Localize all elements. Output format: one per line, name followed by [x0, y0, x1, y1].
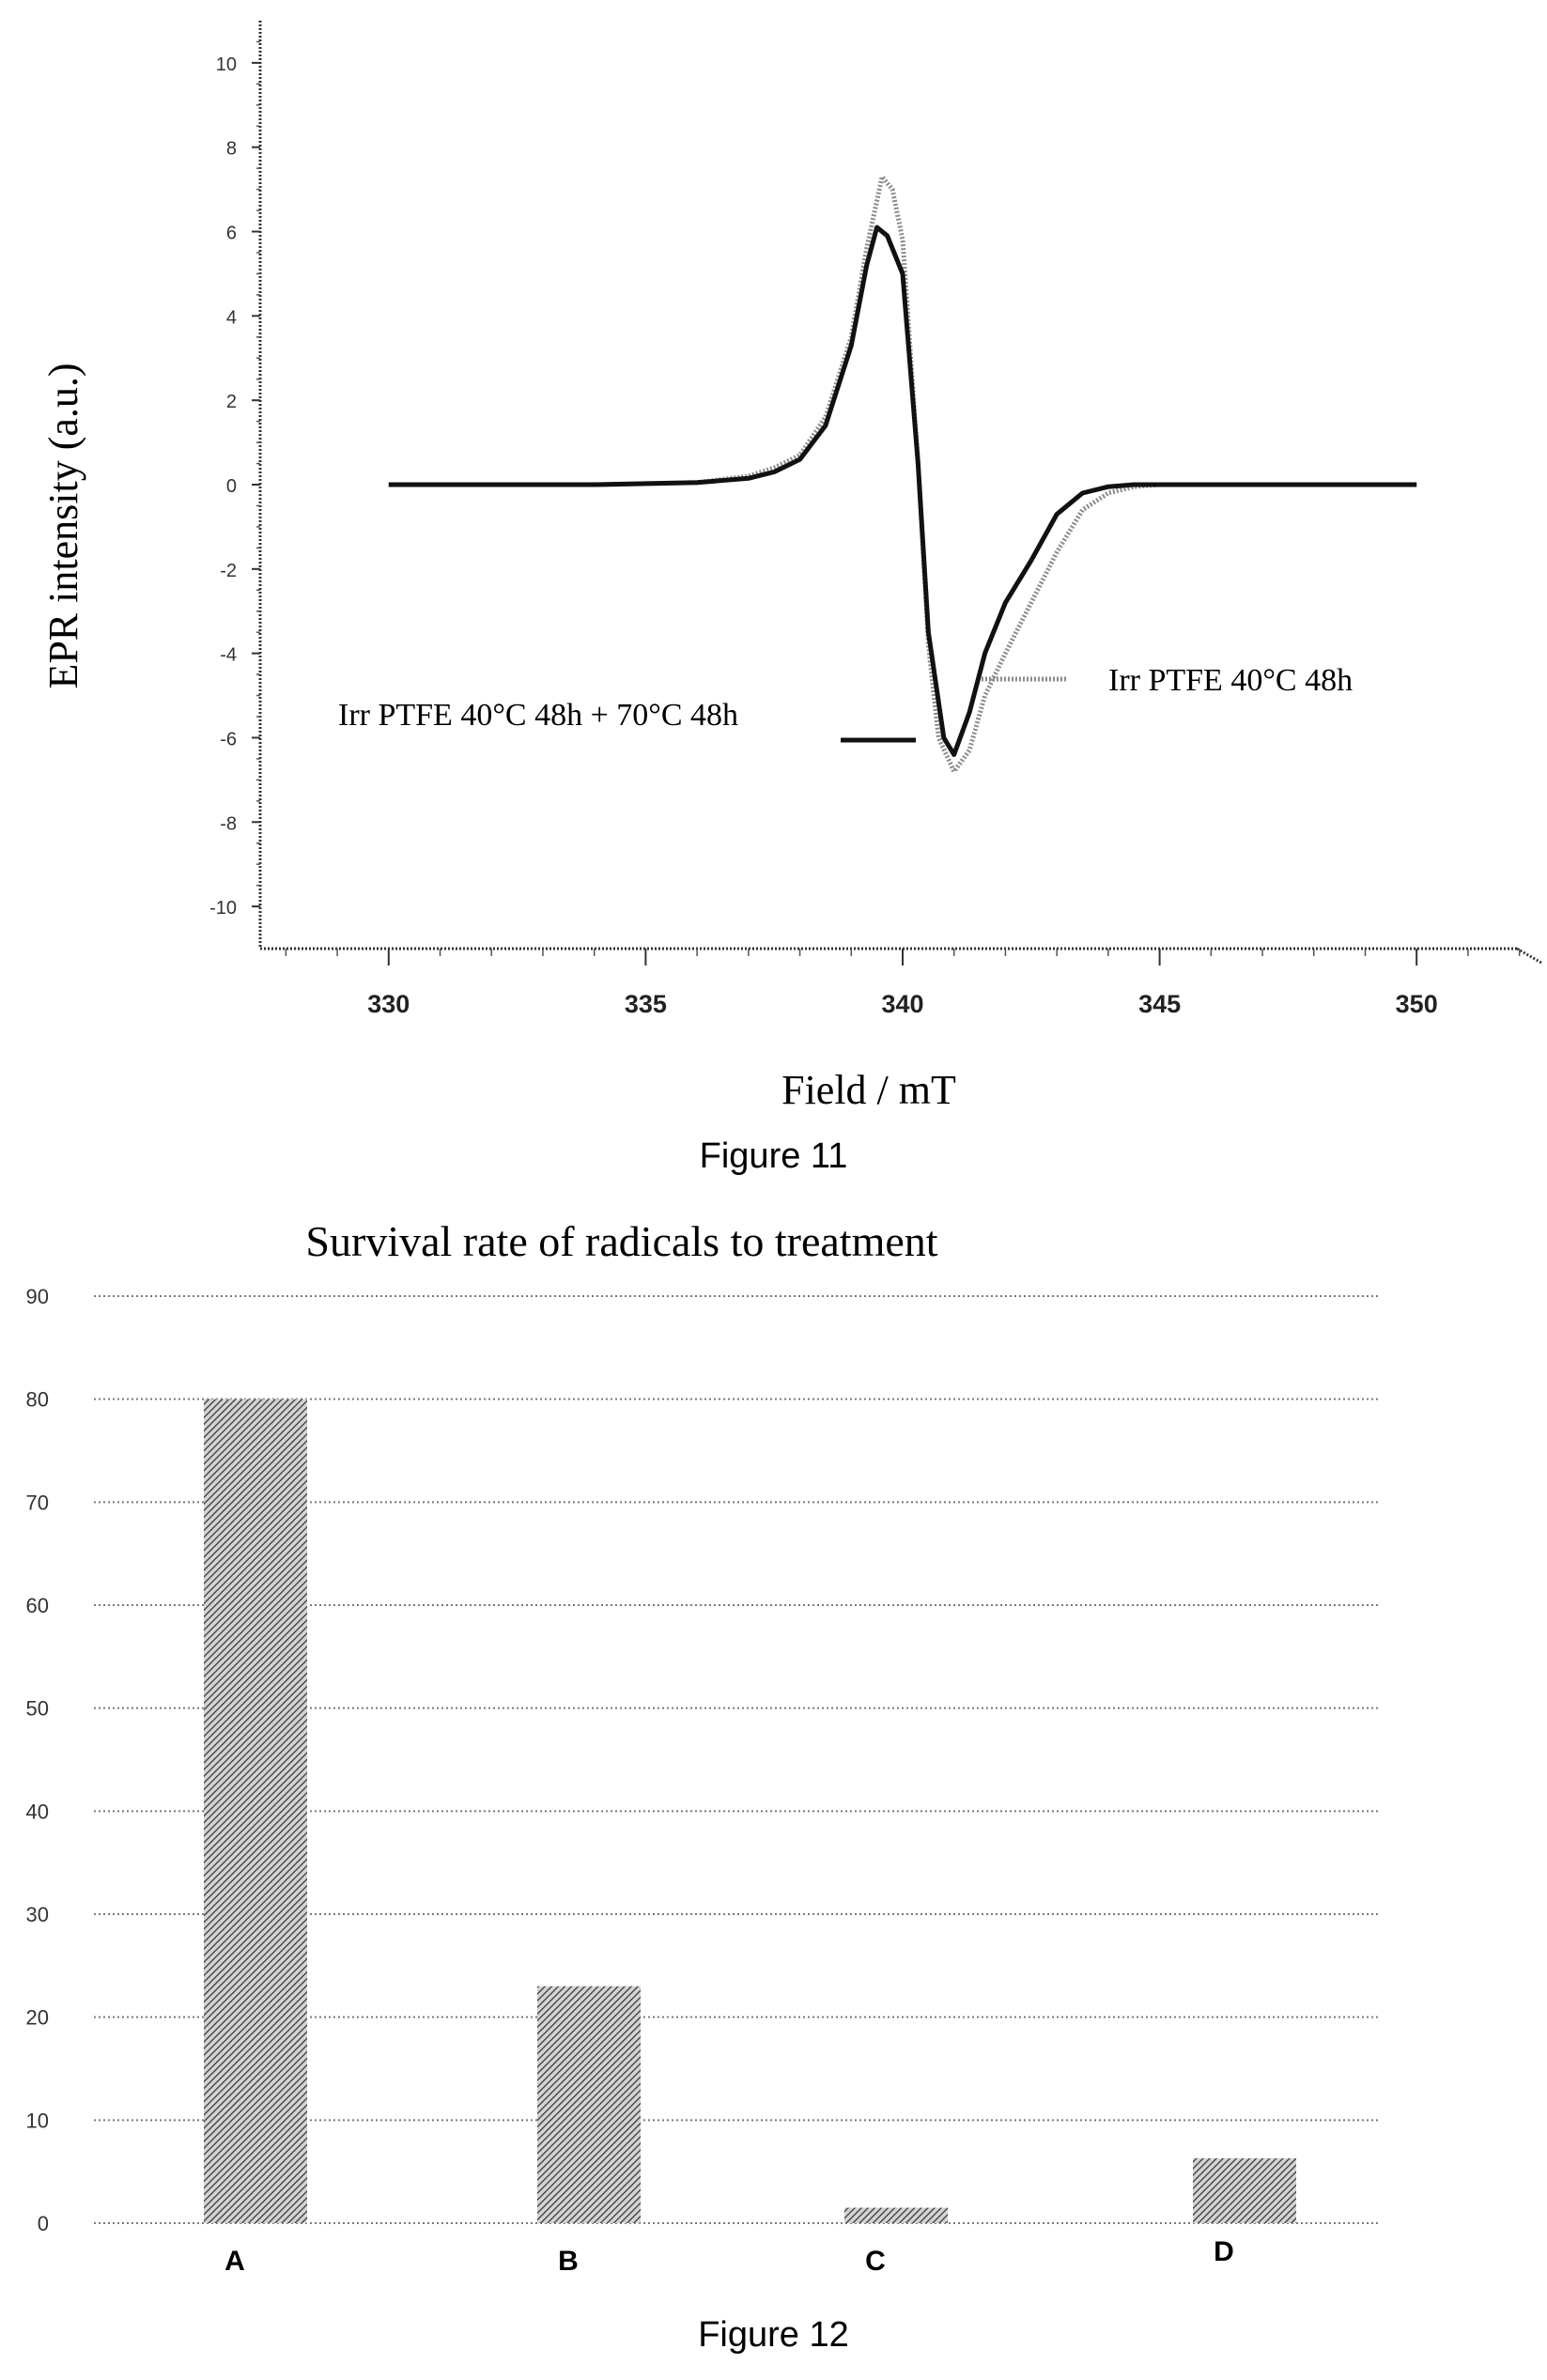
bar-x-tick-label: B [558, 2246, 579, 2277]
epr-x-tick-label: 330 [367, 990, 410, 1018]
epr-y-tick-label: 4 [226, 307, 237, 328]
figure-12: Survival rate of radicals to treatment 0… [0, 1202, 1547, 2380]
bar-a [204, 1399, 307, 2223]
epr-axes [258, 21, 1542, 965]
epr-y-tick-label: 0 [226, 476, 237, 497]
bar-y-tick-label: 90 [26, 1285, 49, 1308]
bar-y-tick-label: 80 [26, 1388, 49, 1412]
epr-x-ticks: 330 335 340 345 350 [285, 949, 1521, 1018]
epr-y-tick-label: -2 [220, 561, 237, 581]
legend-label-40c-48h-70c-48h: Irr PTFE 40°C 48h + 70°C 48h [338, 698, 738, 733]
bar-y-tick-label: 10 [26, 2109, 49, 2132]
epr-x-axis-end [1516, 947, 1542, 965]
bar-series [204, 1399, 1296, 2223]
bar-c [844, 2207, 948, 2223]
epr-y-axis-label: EPR intensity (a.u.) [40, 363, 86, 688]
epr-series [388, 174, 1417, 774]
bar-y-tick-label: 70 [26, 1491, 49, 1514]
epr-y-ticks: 10 8 6 4 2 0 -2 -4 -6 -8 -10 [209, 40, 260, 919]
bar-b [537, 1986, 641, 2223]
bar-d [1193, 2157, 1296, 2223]
epr-y-tick-label: -8 [220, 813, 237, 834]
bar-y-tick-label: 60 [26, 1594, 49, 1617]
bar-x-ticks: A B C D [224, 2236, 1234, 2277]
epr-legend: Irr PTFE 40°C 48h Irr PTFE 40°C 48h + 70°… [338, 663, 1353, 743]
epr-y-tick-label: 2 [226, 392, 237, 412]
figure-11: 10 8 6 4 2 0 -2 -4 -6 -8 -10 330 335 340 345 350 Irr P… [40, 21, 1542, 1176]
epr-y-tick-label: 10 [216, 54, 237, 75]
bar-y-tick-label: 30 [26, 1903, 49, 1926]
bar-y-tick-label: 40 [26, 1800, 49, 1823]
bar-chart-title: Survival rate of radicals to treatment [305, 1217, 937, 1265]
figure-12-caption: Figure 12 [698, 2315, 849, 2355]
bar-x-tick-label: D [1214, 2236, 1234, 2267]
epr-x-tick-label: 350 [1396, 990, 1438, 1018]
epr-chart: 10 8 6 4 2 0 -2 -4 -6 -8 -10 330 335 340 345 350 Irr P… [40, 21, 1542, 1113]
bar-y-tick-label: 0 [38, 2212, 49, 2235]
bar-y-tick-label: 50 [26, 1697, 49, 1721]
legend-label-40c-48h: Irr PTFE 40°C 48h [1108, 663, 1353, 698]
epr-series-40c-48h-70c-48h [388, 224, 1417, 757]
epr-x-tick-label: 335 [625, 990, 667, 1018]
epr-x-tick-label: 345 [1138, 990, 1181, 1018]
bar-x-tick-label: C [865, 2246, 886, 2277]
epr-y-tick-label: -10 [209, 898, 237, 919]
bar-x-tick-label: A [224, 2246, 245, 2277]
epr-y-tick-label: 6 [226, 224, 237, 244]
epr-x-tick-label: 340 [881, 990, 923, 1018]
epr-y-tick-label: 8 [226, 139, 237, 160]
survival-bar-chart: Survival rate of radicals to treatment 0… [26, 1217, 1379, 2277]
epr-x-axis-label: Field / mT [781, 1067, 956, 1113]
bar-y-ticks: 0 10 20 30 40 50 60 70 80 90 [26, 1285, 49, 2235]
bar-gridlines [94, 1295, 1379, 2224]
epr-y-tick-label: -4 [220, 645, 237, 666]
figure-11-caption: Figure 11 [699, 1136, 848, 1176]
epr-y-tick-label: -6 [220, 729, 237, 750]
bar-y-tick-label: 20 [26, 2006, 49, 2030]
